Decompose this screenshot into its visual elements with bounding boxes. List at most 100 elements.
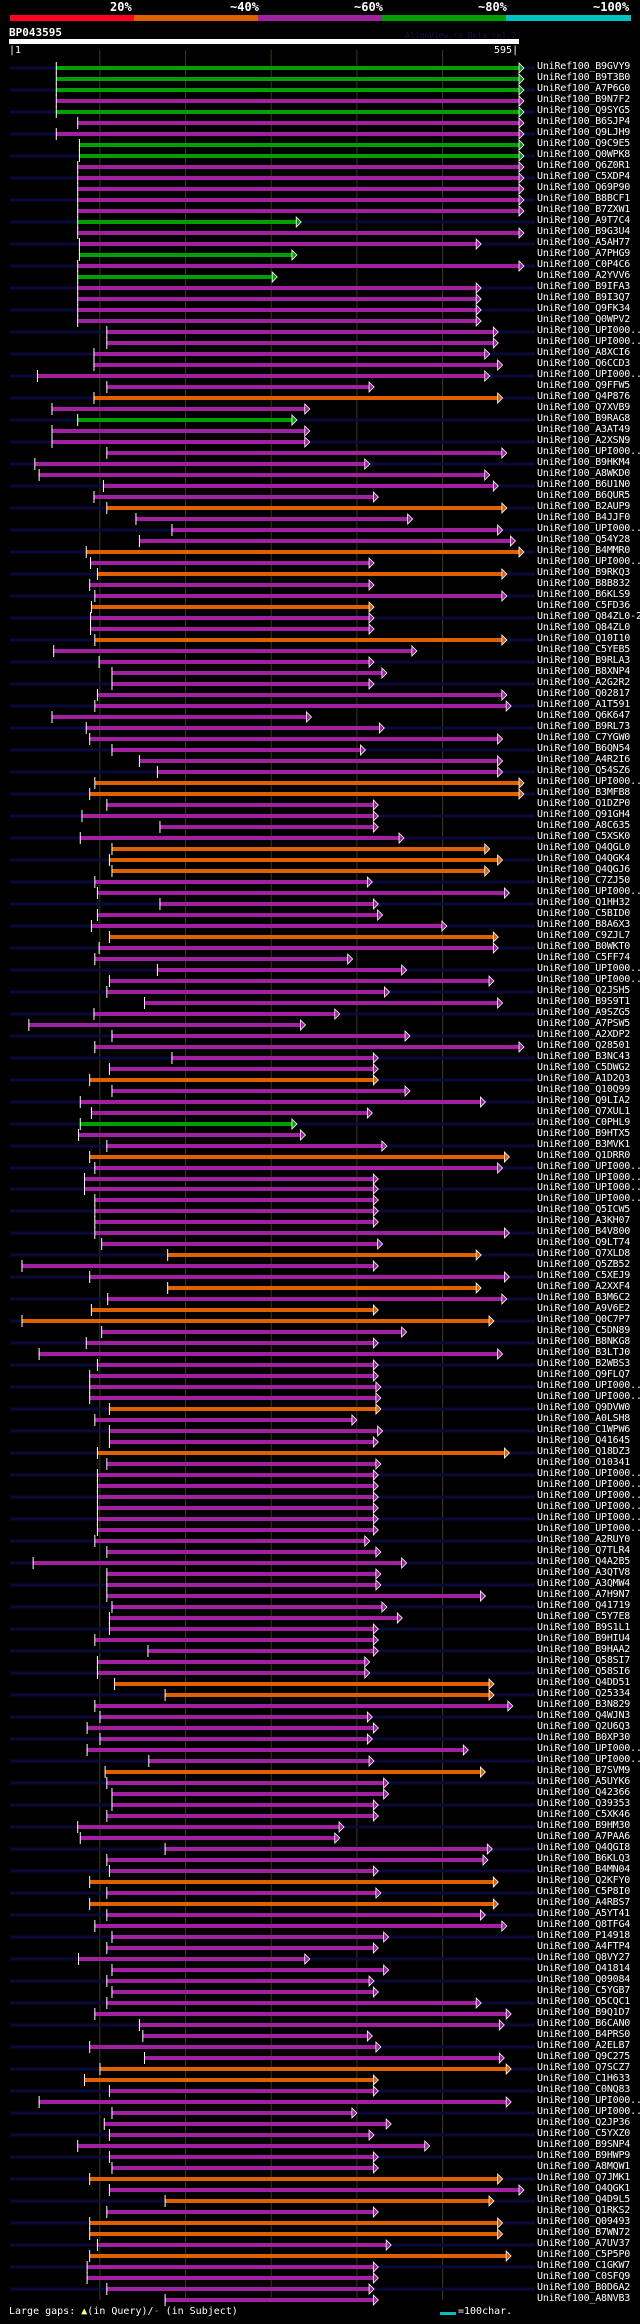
hit-label[interactable]: UniRef100_Q2U6Q3: [537, 1721, 631, 1732]
alignment-bar[interactable]: [106, 1594, 481, 1598]
hit-label[interactable]: UniRef100_Q39353: [537, 1798, 631, 1809]
alignment-bar[interactable]: [93, 495, 374, 499]
hit-label[interactable]: UniRef100_Q0WPK8: [537, 149, 631, 160]
hit-label[interactable]: UniRef100_A5YT41: [537, 1908, 631, 1919]
alignment-bar[interactable]: [77, 308, 477, 312]
hit-label[interactable]: UniRef100_A2ELB7: [537, 2040, 631, 2051]
alignment-bar[interactable]: [144, 2056, 500, 2060]
hit-label[interactable]: UniRef100_B2WBS3: [537, 1358, 631, 1369]
hit-label[interactable]: UniRef100_Q4QGK1: [537, 2183, 631, 2194]
alignment-bar[interactable]: [89, 1374, 374, 1378]
alignment-bar[interactable]: [111, 1089, 406, 1093]
hit-label[interactable]: UniRef100_UPI000..: [537, 1523, 640, 1534]
alignment-bar[interactable]: [89, 1880, 494, 1884]
hit-label[interactable]: UniRef100_Q7XLD8: [537, 1248, 631, 1259]
alignment-bar[interactable]: [106, 1781, 384, 1785]
hit-label[interactable]: UniRef100_A3AT49: [537, 424, 631, 435]
alignment-bar[interactable]: [77, 2144, 425, 2148]
alignment-bar[interactable]: [56, 110, 519, 114]
alignment-bar[interactable]: [89, 2221, 498, 2225]
hit-label[interactable]: UniRef100_Q9SYG5: [537, 105, 631, 116]
alignment-bar[interactable]: [94, 1220, 374, 1224]
alignment-bar[interactable]: [56, 66, 519, 70]
alignment-bar[interactable]: [97, 1451, 505, 1455]
alignment-bar[interactable]: [139, 759, 498, 763]
hit-label[interactable]: UniRef100_Q84ZL0: [537, 622, 631, 633]
alignment-bar[interactable]: [97, 2243, 387, 2247]
alignment-bar[interactable]: [109, 858, 498, 862]
hit-label[interactable]: UniRef100_B6CAN0: [537, 2018, 631, 2029]
hit-label[interactable]: UniRef100_Q02817: [537, 688, 631, 699]
alignment-bar[interactable]: [93, 352, 485, 356]
alignment-bar[interactable]: [97, 1473, 374, 1477]
hit-label[interactable]: UniRef100_UPI000..: [537, 1182, 640, 1193]
alignment-bar[interactable]: [84, 2078, 374, 2082]
alignment-bar[interactable]: [80, 1100, 481, 1104]
alignment-bar[interactable]: [77, 1825, 340, 1829]
hit-label[interactable]: UniRef100_C0SFQ9: [537, 2271, 631, 2282]
hit-label[interactable]: UniRef100_Q41645: [537, 1435, 631, 1446]
alignment-bar[interactable]: [109, 1627, 374, 1631]
alignment-bar[interactable]: [111, 682, 370, 686]
alignment-bar[interactable]: [77, 231, 520, 235]
alignment-bar[interactable]: [106, 341, 494, 345]
hit-label[interactable]: UniRef100_C1WPW6: [537, 1424, 631, 1435]
alignment-bar[interactable]: [147, 1649, 374, 1653]
alignment-bar[interactable]: [157, 968, 402, 972]
hit-label[interactable]: UniRef100_Q6CCD3: [537, 358, 631, 369]
alignment-bar[interactable]: [34, 462, 365, 466]
hit-label[interactable]: UniRef100_A9V6E2: [537, 1303, 631, 1314]
alignment-bar[interactable]: [51, 715, 307, 719]
alignment-bar[interactable]: [104, 2122, 387, 2126]
alignment-bar[interactable]: [109, 1440, 374, 1444]
alignment-bar[interactable]: [89, 2045, 376, 2049]
alignment-bar[interactable]: [144, 1001, 498, 1005]
alignment-bar[interactable]: [94, 1539, 365, 1543]
hit-label[interactable]: UniRef100_Q6K647: [537, 710, 631, 721]
alignment-bar[interactable]: [77, 418, 292, 422]
alignment-bar[interactable]: [171, 1056, 374, 1060]
alignment-bar[interactable]: [53, 649, 412, 653]
alignment-bar[interactable]: [84, 1187, 374, 1191]
alignment-bar[interactable]: [111, 869, 485, 873]
hit-label[interactable]: UniRef100_B7ZXW1: [537, 204, 631, 215]
alignment-bar[interactable]: [77, 209, 520, 213]
hit-label[interactable]: UniRef100_UPI000..: [537, 776, 640, 787]
hit-label[interactable]: UniRef100_B6SJP4: [537, 116, 631, 127]
alignment-bar[interactable]: [56, 132, 519, 136]
alignment-bar[interactable]: [90, 561, 370, 565]
alignment-bar[interactable]: [37, 374, 485, 378]
alignment-bar[interactable]: [114, 1682, 490, 1686]
hit-label[interactable]: UniRef100_A2XDP2: [537, 1029, 631, 1040]
alignment-bar[interactable]: [39, 2100, 507, 2104]
alignment-bar[interactable]: [99, 1715, 368, 1719]
alignment-bar[interactable]: [97, 913, 378, 917]
alignment-bar[interactable]: [89, 583, 370, 587]
alignment-bar[interactable]: [39, 1352, 498, 1356]
alignment-bar[interactable]: [79, 143, 519, 147]
alignment-bar[interactable]: [87, 2265, 374, 2269]
hit-label[interactable]: UniRef100_C7YGW0: [537, 732, 631, 743]
hit-label[interactable]: UniRef100_B6KLS9: [537, 589, 631, 600]
alignment-bar[interactable]: [109, 1429, 378, 1433]
hit-label[interactable]: UniRef100_C5Y7E8: [537, 1611, 631, 1622]
alignment-bar[interactable]: [101, 1330, 402, 1334]
hit-label[interactable]: UniRef100_Q4D9L5: [537, 2194, 631, 2205]
alignment-bar[interactable]: [139, 539, 511, 543]
alignment-bar[interactable]: [89, 737, 498, 741]
hit-label[interactable]: UniRef100_A7UV37: [537, 2238, 631, 2249]
hit-label[interactable]: UniRef100_C1H633: [537, 2073, 631, 2084]
hit-label[interactable]: UniRef100_UPI000..: [537, 1380, 640, 1391]
alignment-bar[interactable]: [165, 2298, 374, 2302]
hit-label[interactable]: UniRef100_B3M6C2: [537, 1292, 631, 1303]
alignment-bar[interactable]: [106, 1583, 376, 1587]
alignment-bar[interactable]: [33, 1561, 402, 1565]
alignment-bar[interactable]: [142, 2034, 368, 2038]
alignment-bar[interactable]: [81, 814, 374, 818]
hit-label[interactable]: UniRef100_Q9LJH9: [537, 127, 631, 138]
hit-label[interactable]: UniRef100_Q84ZL0-2: [537, 611, 640, 622]
alignment-bar[interactable]: [106, 385, 370, 389]
hit-label[interactable]: UniRef100_B9HM30: [537, 1820, 631, 1831]
alignment-bar[interactable]: [106, 990, 385, 994]
alignment-bar[interactable]: [157, 770, 498, 774]
